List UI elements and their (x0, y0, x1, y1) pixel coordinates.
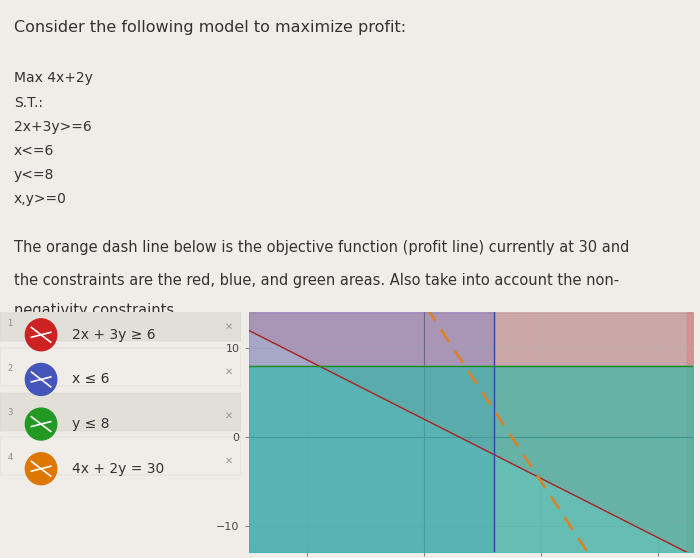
FancyBboxPatch shape (0, 437, 241, 475)
Text: y ≤ 8: y ≤ 8 (72, 417, 110, 431)
Text: x ≤ 6: x ≤ 6 (72, 372, 110, 387)
FancyBboxPatch shape (0, 393, 241, 431)
Text: y<=8: y<=8 (14, 168, 55, 182)
Text: Max 4x+2y: Max 4x+2y (14, 71, 93, 85)
Text: 3: 3 (7, 408, 13, 417)
Circle shape (25, 453, 57, 485)
Text: negativity constraints.: negativity constraints. (14, 304, 179, 319)
Text: S.T.:: S.T.: (14, 95, 43, 109)
Text: 1: 1 (7, 319, 13, 328)
Text: ✕: ✕ (225, 366, 232, 376)
Circle shape (25, 319, 57, 351)
FancyBboxPatch shape (0, 348, 241, 386)
Text: ✕: ✕ (225, 455, 232, 465)
Text: 4x + 2y = 30: 4x + 2y = 30 (72, 461, 164, 476)
Text: the constraints are the red, blue, and green areas. Also take into account the n: the constraints are the red, blue, and g… (14, 273, 619, 288)
Text: The orange dash line below is the objective function (profit line) currently at : The orange dash line below is the object… (14, 240, 629, 255)
FancyBboxPatch shape (0, 304, 241, 341)
Text: 2x+3y>=6: 2x+3y>=6 (14, 119, 92, 133)
Text: 2x + 3y ≥ 6: 2x + 3y ≥ 6 (72, 328, 156, 342)
Text: x<=6: x<=6 (14, 144, 55, 158)
Circle shape (25, 408, 57, 440)
Text: ✕: ✕ (225, 411, 232, 421)
Text: Consider the following model to maximize profit:: Consider the following model to maximize… (14, 20, 406, 35)
Text: x,y>=0: x,y>=0 (14, 192, 67, 206)
Text: 4: 4 (7, 453, 13, 462)
Text: ✕: ✕ (225, 321, 232, 331)
Circle shape (25, 363, 57, 396)
Text: 2: 2 (7, 364, 13, 373)
